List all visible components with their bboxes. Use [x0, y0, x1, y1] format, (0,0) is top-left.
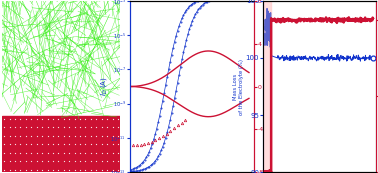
Bar — [263, 1, 271, 172]
Bar — [2, 116, 120, 172]
Y-axis label: $I_D$ (A): $I_D$ (A) — [99, 76, 109, 97]
Y-axis label: Mass Loss
of the Electrolyte (%): Mass Loss of the Electrolyte (%) — [234, 58, 244, 115]
Bar — [263, 1, 271, 172]
Y-axis label: $I_G$ ($\times 10^{-11}$ A): $I_G$ ($\times 10^{-11}$ A) — [265, 68, 276, 105]
